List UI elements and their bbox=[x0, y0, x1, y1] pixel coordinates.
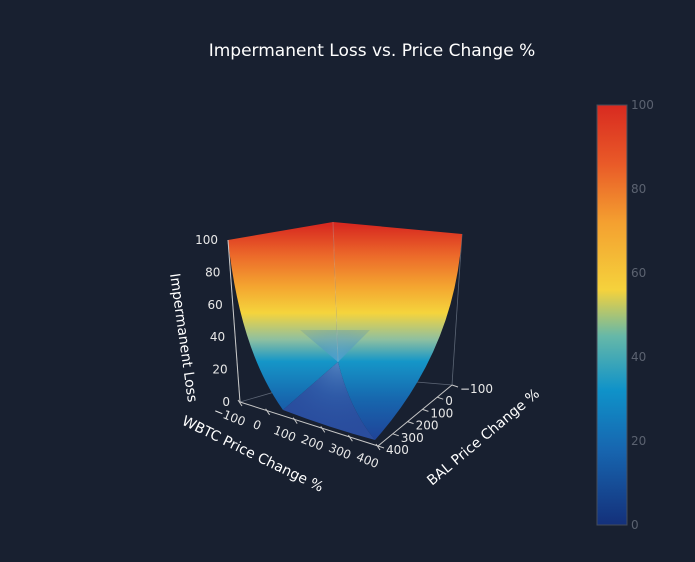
x-axis-line bbox=[239, 401, 379, 447]
z-tick-label: 80 bbox=[205, 265, 220, 279]
y-tick-label: 100 bbox=[430, 406, 453, 420]
y-tick-mark bbox=[451, 384, 459, 388]
z-tick-label: 0 bbox=[222, 395, 230, 409]
z-axis-line bbox=[227, 239, 241, 403]
surface-cone-highlight bbox=[283, 330, 375, 440]
y-tick-label: 200 bbox=[416, 419, 439, 433]
y-tick-mark bbox=[437, 396, 444, 400]
y-tick-label: 400 bbox=[386, 443, 409, 457]
z-tick-label: 100 bbox=[195, 233, 218, 247]
surface-right-wall bbox=[333, 222, 462, 440]
z-tick-label: 20 bbox=[212, 363, 227, 377]
z-tick-label: 60 bbox=[208, 298, 223, 312]
colorbar-gradient bbox=[596, 104, 628, 526]
x-tick-mark bbox=[265, 408, 271, 416]
y-tick-mark bbox=[392, 433, 399, 437]
colorbar-tick-label: 60 bbox=[631, 266, 646, 280]
y-tick-mark bbox=[407, 421, 414, 425]
x-tick-mark bbox=[347, 434, 353, 442]
colorbar-tick-label: 0 bbox=[631, 518, 639, 532]
x-tick-label: 200 bbox=[299, 432, 325, 454]
x-tick-mark bbox=[320, 426, 326, 433]
surface-left-wall bbox=[228, 222, 338, 410]
x-tick-mark bbox=[292, 417, 298, 424]
x-tick-label: 400 bbox=[354, 450, 380, 472]
x-tick-mark bbox=[375, 443, 381, 451]
y-tick-label: −100 bbox=[460, 382, 493, 396]
z-axis-title: Impermanent Loss bbox=[166, 272, 200, 403]
y-tick-label: 0 bbox=[445, 394, 453, 408]
colorbar-tick-label: 40 bbox=[631, 350, 646, 364]
colorbar-tick-label: 100 bbox=[631, 98, 654, 112]
y-tick-label: 300 bbox=[401, 431, 424, 445]
y-tick-mark bbox=[377, 445, 385, 449]
colorbar-tick-label: 80 bbox=[631, 182, 646, 196]
chart-title: Impermanent Loss vs. Price Change % bbox=[209, 41, 536, 61]
x-tick-label: 100 bbox=[271, 423, 297, 445]
z-tick-label: 40 bbox=[210, 330, 225, 344]
colorbar: 0 20 40 60 80 100 bbox=[596, 98, 654, 532]
colorbar-ticks: 0 20 40 60 80 100 bbox=[631, 98, 654, 532]
y-axis-title: BAL Price Change % bbox=[424, 386, 543, 489]
y-axis-line bbox=[377, 384, 453, 447]
colorbar-tick-label: 20 bbox=[631, 434, 646, 448]
x-tick-mark bbox=[237, 399, 243, 407]
x-tick-label: 300 bbox=[327, 441, 353, 463]
z-axis-ticks: 0 20 40 60 80 100 bbox=[195, 233, 230, 409]
x-tick-label: 0 bbox=[251, 417, 263, 433]
y-tick-mark bbox=[422, 408, 429, 412]
